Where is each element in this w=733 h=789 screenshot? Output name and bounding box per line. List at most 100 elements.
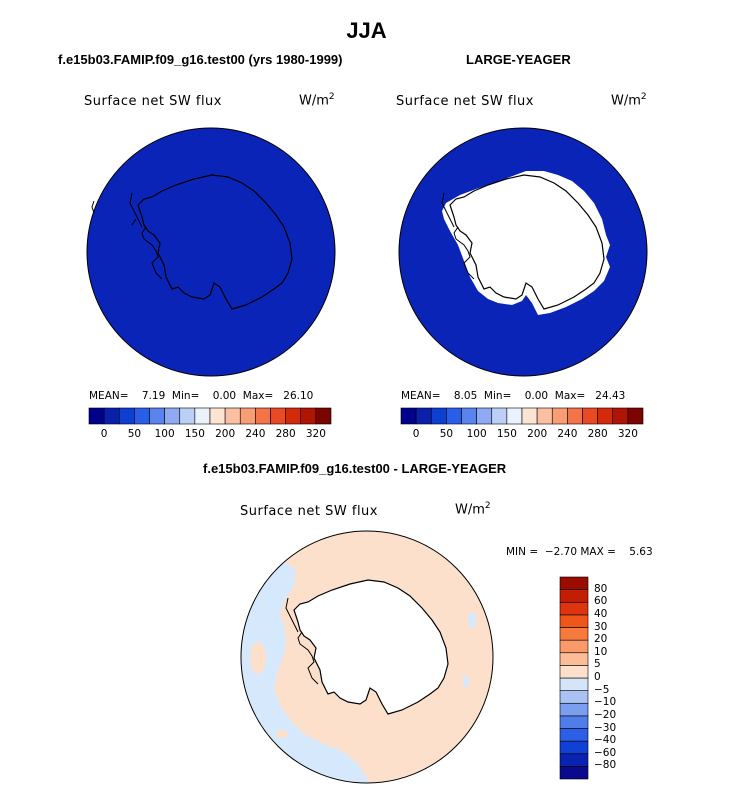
right-colorbar-tick-label: 320 <box>617 428 638 440</box>
diff-negative-region <box>241 560 370 783</box>
right-colorbar-box <box>536 407 553 425</box>
right-colorbar-tick-label: 0 <box>412 428 420 440</box>
diff-colorbar-box <box>559 728 589 742</box>
right-colorbar-box <box>597 407 614 425</box>
left-colorbar-box <box>164 407 181 425</box>
left-colorbar-tick-label: 150 <box>184 428 205 440</box>
right-colorbar-box <box>506 407 523 425</box>
right-colorbar-box <box>627 407 644 425</box>
diff-case-title: f.e15b03.FAMIP.f09_g16.test00 - LARGE-YE… <box>203 461 507 476</box>
right-colorbar-box <box>567 407 583 425</box>
left-colorbar-box <box>315 407 332 425</box>
left-map-ocean <box>86 127 336 377</box>
diff-colorbar-box <box>559 627 589 641</box>
right-colorbar-box <box>491 407 508 425</box>
left-colorbar-box <box>239 407 256 425</box>
left-colorbar-box <box>103 407 120 425</box>
right-stats: MEAN= 8.05 Min= 0.00 Max= 24.43 <box>401 390 626 402</box>
left-colorbar-box <box>194 407 211 425</box>
diff-colorbar-tick-label: 5 <box>594 658 601 671</box>
left-colorbar-box <box>118 407 135 425</box>
left-colorbar-box <box>149 407 165 425</box>
diff-colorbar-box <box>559 740 589 755</box>
diff-colorbar-box <box>559 766 589 780</box>
right-colorbar-tick-label: 100 <box>466 428 487 440</box>
left-colorbar <box>88 407 332 425</box>
diff-colorbar-tick-label: −40 <box>594 734 617 747</box>
diff-colorbar-tick-label: 80 <box>594 582 608 595</box>
diff-colorbar-box <box>559 690 589 704</box>
left-colorbar-box <box>134 407 150 425</box>
left-antarctica-outline <box>137 174 293 310</box>
right-colorbar-box <box>521 407 538 425</box>
right-colorbar-box <box>612 407 629 425</box>
right-colorbar-tick-label: 200 <box>527 428 548 440</box>
right-map-land-mask <box>442 171 610 315</box>
diff-colorbar-box <box>559 576 589 590</box>
left-colorbar-box <box>209 407 226 425</box>
left-colorbar-tick-label: 320 <box>305 428 326 440</box>
right-colorbar-tick-label: 150 <box>496 428 517 440</box>
right-colorbar-box <box>476 407 493 425</box>
diff-colorbar-box <box>559 715 589 729</box>
right-colorbar <box>400 407 644 425</box>
right-units-label: W/m2 <box>611 92 647 109</box>
diff-colorbar-tick-label: 20 <box>594 633 608 646</box>
right-colorbar-box <box>430 407 447 425</box>
right-colorbar-ticks: 0 50 100 150 200 240 280 320 <box>401 428 643 442</box>
diff-colorbar-box <box>559 702 589 717</box>
left-colorbar-box <box>270 407 286 425</box>
diff-colorbar-tick-label: 10 <box>594 645 608 658</box>
diff-colorbar-box <box>559 753 589 767</box>
left-colorbar-tick-label: 100 <box>154 428 175 440</box>
diff-colorbar-box <box>559 652 589 666</box>
diff-colorbar-tick-label: 40 <box>594 607 608 620</box>
diff-colorbar-tick-label: −30 <box>594 721 617 734</box>
diff-colorbar-ticks: −80 −60 −40 −30 −20 −10 −5 0 5 10 20 30 40 60 80 <box>594 577 634 779</box>
left-colorbar-tick-label: 50 <box>127 428 142 440</box>
diff-colorbar-box <box>559 677 589 691</box>
diff-colorbar-tick-label: −20 <box>594 708 617 721</box>
diff-units-label: W/m2 <box>455 501 491 518</box>
right-colorbar-tick-label: 280 <box>587 428 608 440</box>
right-antarctica-outline <box>449 174 605 310</box>
left-colorbar-ticks: 0 50 100 150 200 240 280 320 <box>89 428 331 442</box>
left-polar-map <box>86 127 336 377</box>
diff-colorbar-box <box>559 601 589 616</box>
left-colorbar-box <box>224 407 241 425</box>
diff-colorbar-box <box>559 639 589 654</box>
diff-colorbar-tick-label: 0 <box>594 671 601 683</box>
right-colorbar-box <box>551 407 568 425</box>
right-case-title: LARGE-YEAGER <box>466 52 571 67</box>
left-colorbar-box <box>300 407 317 425</box>
right-colorbar-box <box>415 407 432 425</box>
left-colorbar-tick-label: 200 <box>215 428 236 440</box>
diff-colorbar-tick-label: −80 <box>594 759 617 772</box>
right-polar-map <box>398 127 648 377</box>
diff-colorbar <box>559 576 589 780</box>
left-case-title: f.e15b03.FAMIP.f09_g16.test00 (yrs 1980-… <box>58 52 343 67</box>
diff-colorbar-box <box>559 614 589 628</box>
left-colorbar-tick-label: 0 <box>100 428 108 440</box>
left-colorbar-box <box>88 407 105 425</box>
diff-polar-map <box>240 530 494 784</box>
right-colorbar-box <box>400 407 417 425</box>
diff-colorbar-tick-label: −10 <box>594 696 617 709</box>
diff-colorbar-tick-label: −5 <box>594 683 610 696</box>
right-variable-label: Surface net SW flux <box>396 94 534 109</box>
right-colorbar-tick-label: 240 <box>557 428 578 440</box>
diff-stats: MIN = −2.70 MAX = 5.63 <box>506 546 653 558</box>
left-stats: MEAN= 7.19 Min= 0.00 Max= 26.10 <box>89 390 314 402</box>
diff-variable-label: Surface net SW flux <box>240 504 378 519</box>
left-colorbar-box <box>285 407 302 425</box>
diff-colorbar-box <box>559 665 589 679</box>
right-colorbar-tick-label: 50 <box>439 428 454 440</box>
diff-colorbar-tick-label: 30 <box>594 620 608 633</box>
right-colorbar-box <box>446 407 462 425</box>
diff-colorbar-box <box>559 589 589 603</box>
diff-land-mask <box>293 579 449 715</box>
left-variable-label: Surface net SW flux <box>84 94 222 109</box>
diff-colorbar-tick-label: −60 <box>594 746 617 759</box>
left-colorbar-box <box>179 407 196 425</box>
right-colorbar-box <box>461 407 477 425</box>
